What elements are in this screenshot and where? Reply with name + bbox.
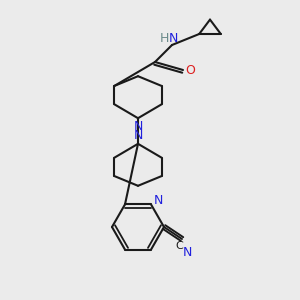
Text: O: O	[185, 64, 195, 76]
Text: H: H	[159, 32, 169, 44]
Text: N: N	[168, 32, 178, 44]
Text: N: N	[153, 194, 163, 207]
Text: N: N	[182, 247, 192, 260]
Text: N: N	[133, 120, 143, 133]
Text: N: N	[133, 129, 143, 142]
Text: C: C	[175, 241, 183, 251]
